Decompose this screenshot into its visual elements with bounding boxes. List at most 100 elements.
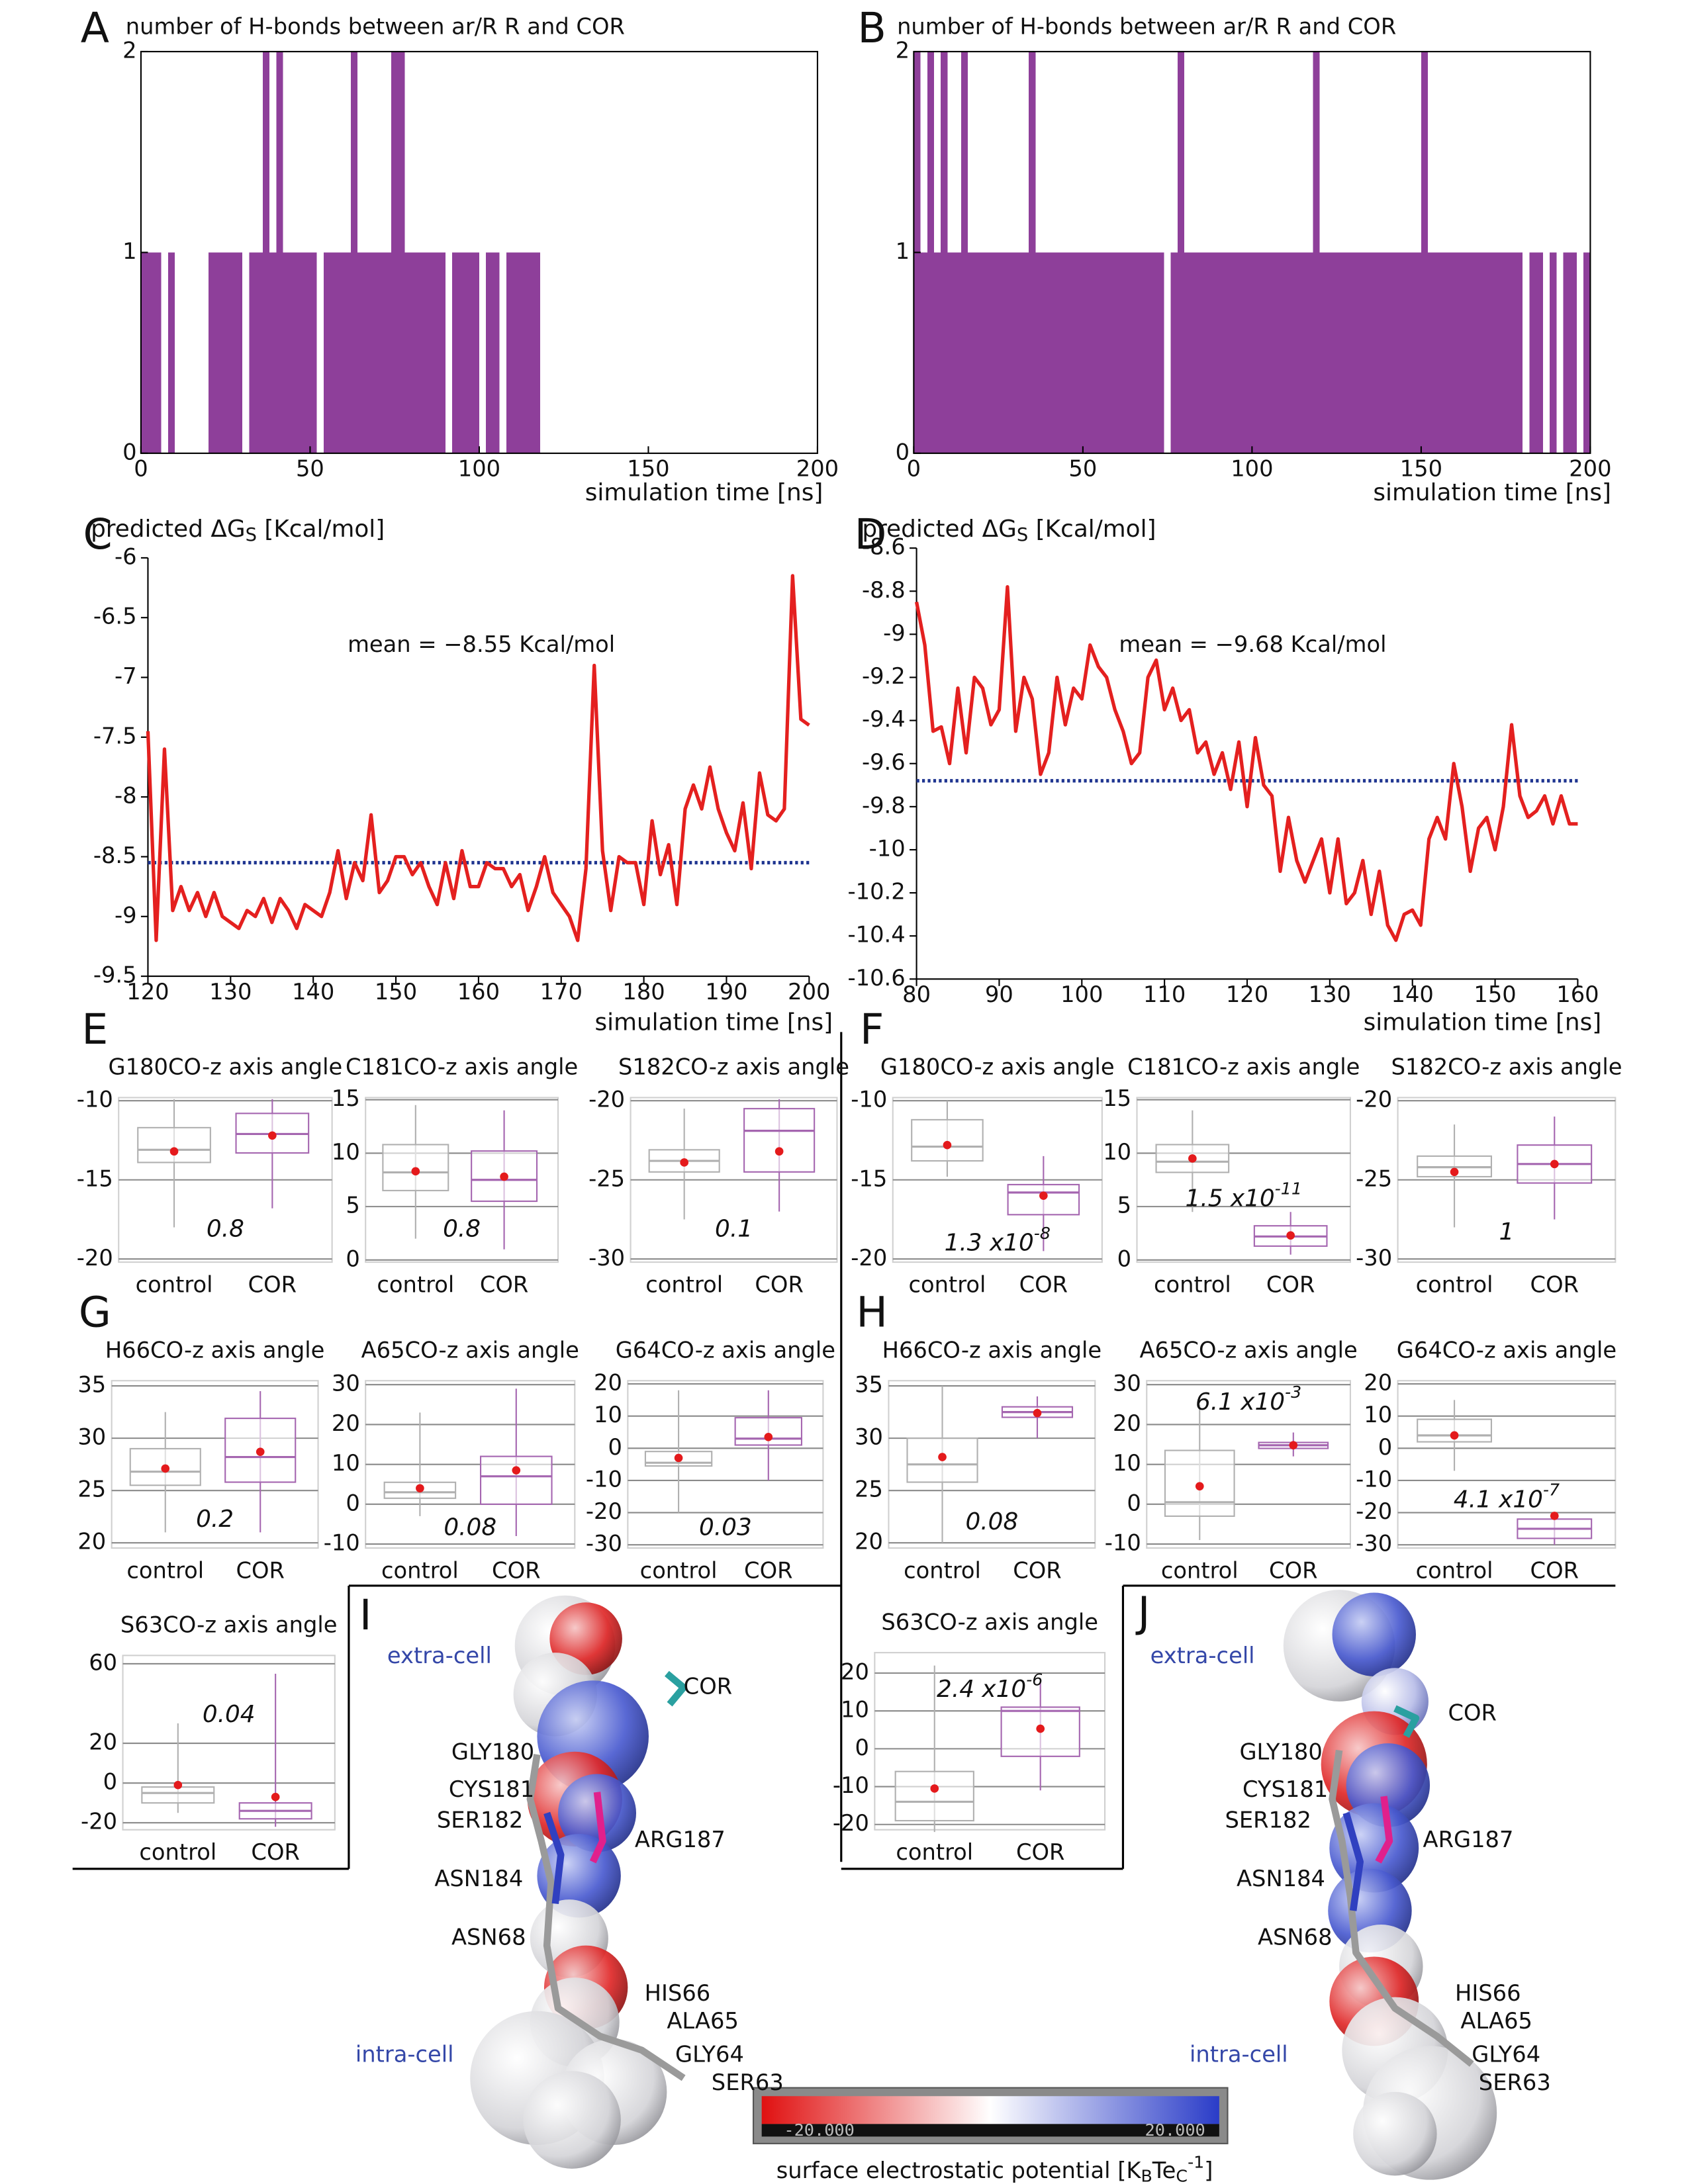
- caption-text: Te: [1152, 2158, 1176, 2183]
- hbond-bar: [1184, 252, 1192, 453]
- chart-title: number of H-bonds between ar/R R and COR: [126, 14, 625, 40]
- hbond-bar: [1563, 252, 1570, 453]
- hbond-bar: [1374, 252, 1381, 453]
- chart-title: H66CO-z axis angle: [105, 1337, 325, 1363]
- y-tick-label: -6.5: [93, 604, 137, 629]
- p-value: 1.5 x10-11: [1186, 1179, 1302, 1212]
- residue-stick: [543, 1811, 565, 1905]
- hbond-bar: [1536, 252, 1543, 453]
- hbond-bar: [465, 252, 473, 453]
- p-value: 0.04: [203, 1701, 256, 1728]
- mean-dot: [1033, 1408, 1042, 1418]
- y-tick-label: 0: [1117, 1246, 1131, 1271]
- hbond-bar: [1570, 252, 1577, 453]
- category-label: COR: [744, 1557, 792, 1583]
- category-label: COR: [755, 1271, 803, 1297]
- x-tick-label: 200: [788, 979, 830, 1005]
- p-value: 6.1 x10-3: [1196, 1383, 1301, 1416]
- hbond-bar: [1245, 252, 1252, 453]
- chart-title: H66CO-z axis angle: [882, 1337, 1102, 1363]
- p-value: 0.8: [207, 1216, 244, 1243]
- panel-label: B: [857, 3, 886, 52]
- y-tick-label: 0: [122, 439, 136, 465]
- hbond-bar: [418, 252, 426, 453]
- y-tick-label: -30: [1356, 1245, 1392, 1271]
- p-value: 1: [1499, 1218, 1515, 1246]
- p-value-exponent: -8: [1034, 1224, 1051, 1243]
- hbond-bar: [1346, 252, 1354, 453]
- mean-dot: [1450, 1431, 1459, 1440]
- hbond-bar: [1550, 252, 1557, 453]
- hbond-bar: [968, 252, 975, 453]
- p-value-text: 4.1 x10: [1454, 1486, 1543, 1513]
- hbond-bar: [1116, 252, 1124, 453]
- y-tick-label: 0: [1127, 1490, 1141, 1516]
- hbond-bar: [1265, 252, 1273, 453]
- y-tick-label: -10: [1105, 1530, 1141, 1556]
- y-tick-label: 10: [332, 1450, 360, 1476]
- residue-stick: [589, 1792, 606, 1864]
- hbond-bar: [1123, 252, 1131, 453]
- hbond-bar: [1454, 252, 1462, 453]
- mean-dot: [1036, 1724, 1045, 1733]
- box: [1155, 1144, 1230, 1173]
- y-tick-label: -20: [851, 1245, 887, 1271]
- category-label: COR: [1016, 1839, 1064, 1865]
- hbond-bar: [1042, 252, 1049, 453]
- chart-title: G180CO-z axis angle: [880, 1054, 1115, 1080]
- hbond-bar: [371, 252, 378, 453]
- data-line: [914, 585, 1578, 942]
- chart-title: A65CO-z axis angle: [1139, 1337, 1357, 1363]
- x-tick-label: 90: [985, 981, 1013, 1007]
- colorbar-gradient: [761, 2096, 1219, 2124]
- x-tick-label: 160: [457, 979, 500, 1005]
- hbond-bar: [1380, 252, 1387, 453]
- hbond-bar: [1387, 252, 1395, 453]
- plot-frame: [111, 1380, 319, 1549]
- category-label: COR: [1013, 1557, 1061, 1583]
- category-label: control: [1154, 1271, 1231, 1297]
- x-tick-label: 50: [296, 456, 324, 482]
- category-label: control: [909, 1271, 986, 1297]
- p-value: 4.1 x10-7: [1454, 1480, 1560, 1514]
- hbond-bar: [1225, 252, 1232, 453]
- mean-dot: [271, 1792, 280, 1801]
- hbond-bar: [364, 252, 371, 453]
- residue-label: COR: [1448, 1700, 1496, 1725]
- x-axis-label: simulation time [ns]: [1373, 479, 1611, 506]
- hbond-bar: [1475, 252, 1482, 453]
- y-tick-label: -9: [115, 902, 137, 928]
- hbond-bar: [1441, 252, 1448, 453]
- hbond-bar: [941, 51, 948, 453]
- y-tick-label: -20: [1356, 1498, 1392, 1524]
- caption-text: surface electrostatic potential [K: [776, 2158, 1142, 2183]
- hbond-bar: [1218, 252, 1225, 453]
- hbond-bar: [452, 252, 459, 453]
- y-tick-label: -20: [1356, 1087, 1392, 1113]
- colorbar-max: 20.000: [1145, 2120, 1205, 2140]
- y-tick-label: 1: [122, 238, 136, 264]
- hbond-bar: [289, 252, 297, 453]
- p-value-text: 1.5 x10: [1186, 1185, 1275, 1212]
- hbond-bar: [1177, 51, 1185, 453]
- hbond-bar: [1529, 252, 1536, 453]
- p-value: 0.2: [196, 1506, 234, 1533]
- y-tick-label: -20: [586, 1498, 622, 1524]
- category-label: COR: [248, 1271, 297, 1297]
- x-axis-label: simulation time [ns]: [594, 1009, 833, 1036]
- surface-bead: [1353, 2091, 1437, 2176]
- mean-dot: [416, 1484, 424, 1493]
- hbond-bar: [1279, 252, 1286, 453]
- x-tick-label: 80: [902, 981, 931, 1007]
- y-tick-label: 0: [346, 1490, 359, 1516]
- hbond-bar: [1509, 252, 1516, 453]
- y-tick-label: 20: [1113, 1410, 1141, 1436]
- y-tick-label: 20: [855, 1529, 883, 1555]
- p-value-exponent: -3: [1285, 1383, 1301, 1402]
- hbond-bar: [1306, 252, 1313, 453]
- hbond-bar: [256, 252, 263, 453]
- chart-title: G64CO-z axis angle: [1397, 1337, 1617, 1363]
- hbond-bar: [222, 252, 229, 453]
- hbond-bar: [1353, 252, 1360, 453]
- y-tick-label: 25: [855, 1477, 883, 1502]
